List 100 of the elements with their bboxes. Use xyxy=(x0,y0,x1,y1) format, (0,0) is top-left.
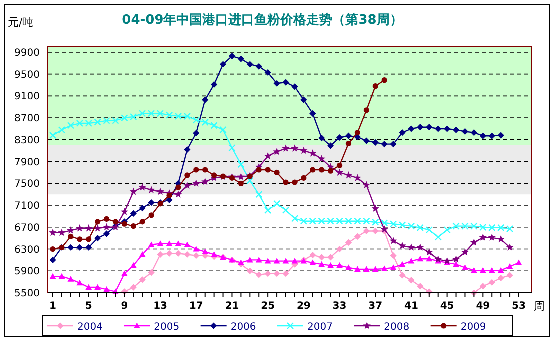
point xyxy=(336,134,344,142)
x-tick-label: 17 xyxy=(189,301,204,312)
point xyxy=(480,132,486,140)
point xyxy=(506,272,514,279)
point xyxy=(301,175,307,181)
point xyxy=(77,236,83,242)
point xyxy=(193,252,200,260)
point xyxy=(444,126,451,132)
point xyxy=(264,258,272,264)
point xyxy=(498,132,504,139)
point xyxy=(318,261,326,268)
point xyxy=(390,264,397,270)
point xyxy=(104,216,110,222)
point xyxy=(381,141,388,148)
point xyxy=(408,126,415,132)
point xyxy=(390,141,397,148)
x-axis-title: 周 xyxy=(534,300,545,313)
legend-label: 2005 xyxy=(154,322,180,333)
x-tick-label: 37 xyxy=(368,301,383,312)
point xyxy=(264,270,272,278)
point xyxy=(104,286,110,292)
x-tick-label: 5 xyxy=(85,301,92,312)
point xyxy=(310,260,316,266)
point xyxy=(157,240,164,246)
point xyxy=(300,96,308,104)
point xyxy=(274,270,280,278)
point xyxy=(49,228,57,236)
point xyxy=(479,234,487,242)
point xyxy=(192,116,200,124)
point xyxy=(58,126,66,134)
point xyxy=(256,63,262,70)
x-tick-label: 9 xyxy=(121,301,128,312)
point xyxy=(265,167,271,173)
point xyxy=(193,130,200,137)
point xyxy=(184,172,190,178)
point xyxy=(157,251,164,258)
point xyxy=(309,150,317,157)
point xyxy=(138,183,146,191)
point xyxy=(184,251,191,258)
point xyxy=(139,276,146,284)
point xyxy=(354,174,362,182)
point xyxy=(274,258,280,264)
point xyxy=(112,219,119,225)
x-tick-label: 1 xyxy=(50,301,57,312)
point xyxy=(363,266,370,272)
legend-label: 2009 xyxy=(460,322,486,333)
point xyxy=(130,210,137,218)
point xyxy=(480,267,486,274)
point xyxy=(498,267,504,274)
point xyxy=(362,181,370,189)
point xyxy=(148,242,155,248)
point xyxy=(86,244,92,251)
point xyxy=(426,256,433,262)
point xyxy=(94,235,102,242)
point xyxy=(273,200,281,208)
point xyxy=(264,69,272,76)
point xyxy=(212,172,218,178)
point xyxy=(282,144,290,152)
point xyxy=(516,260,522,266)
y-tick-label: 5500 xyxy=(14,288,40,300)
y-tick-label: 6700 xyxy=(14,222,40,234)
point xyxy=(211,81,218,88)
point xyxy=(237,173,245,180)
point xyxy=(102,223,111,231)
x-tick-label: 45 xyxy=(440,301,454,312)
point xyxy=(417,283,424,290)
point xyxy=(372,139,379,146)
point xyxy=(175,250,182,257)
point xyxy=(246,257,254,263)
point xyxy=(184,146,191,154)
point xyxy=(372,84,378,90)
point xyxy=(211,252,218,258)
point xyxy=(452,256,460,263)
point xyxy=(103,230,110,238)
point xyxy=(345,239,352,246)
y-tick-label: 9900 xyxy=(14,48,40,59)
point xyxy=(166,240,173,246)
point xyxy=(148,200,155,206)
point xyxy=(399,130,406,136)
point xyxy=(336,168,344,176)
point xyxy=(140,219,146,225)
point xyxy=(292,180,298,186)
point xyxy=(336,246,344,253)
point xyxy=(174,190,182,198)
point xyxy=(318,134,326,142)
point xyxy=(95,219,101,225)
point xyxy=(148,269,155,276)
point xyxy=(264,152,272,160)
chart-title: 04-09年中国港口进口鱼粉价格走势（第38周） xyxy=(122,12,403,28)
point xyxy=(76,280,84,286)
point xyxy=(318,155,326,162)
point xyxy=(345,132,352,140)
point xyxy=(210,122,218,130)
point xyxy=(417,256,424,262)
point xyxy=(434,256,442,263)
point xyxy=(480,283,486,290)
point xyxy=(417,124,424,131)
point xyxy=(256,272,262,278)
point xyxy=(202,118,209,126)
point xyxy=(399,261,406,268)
